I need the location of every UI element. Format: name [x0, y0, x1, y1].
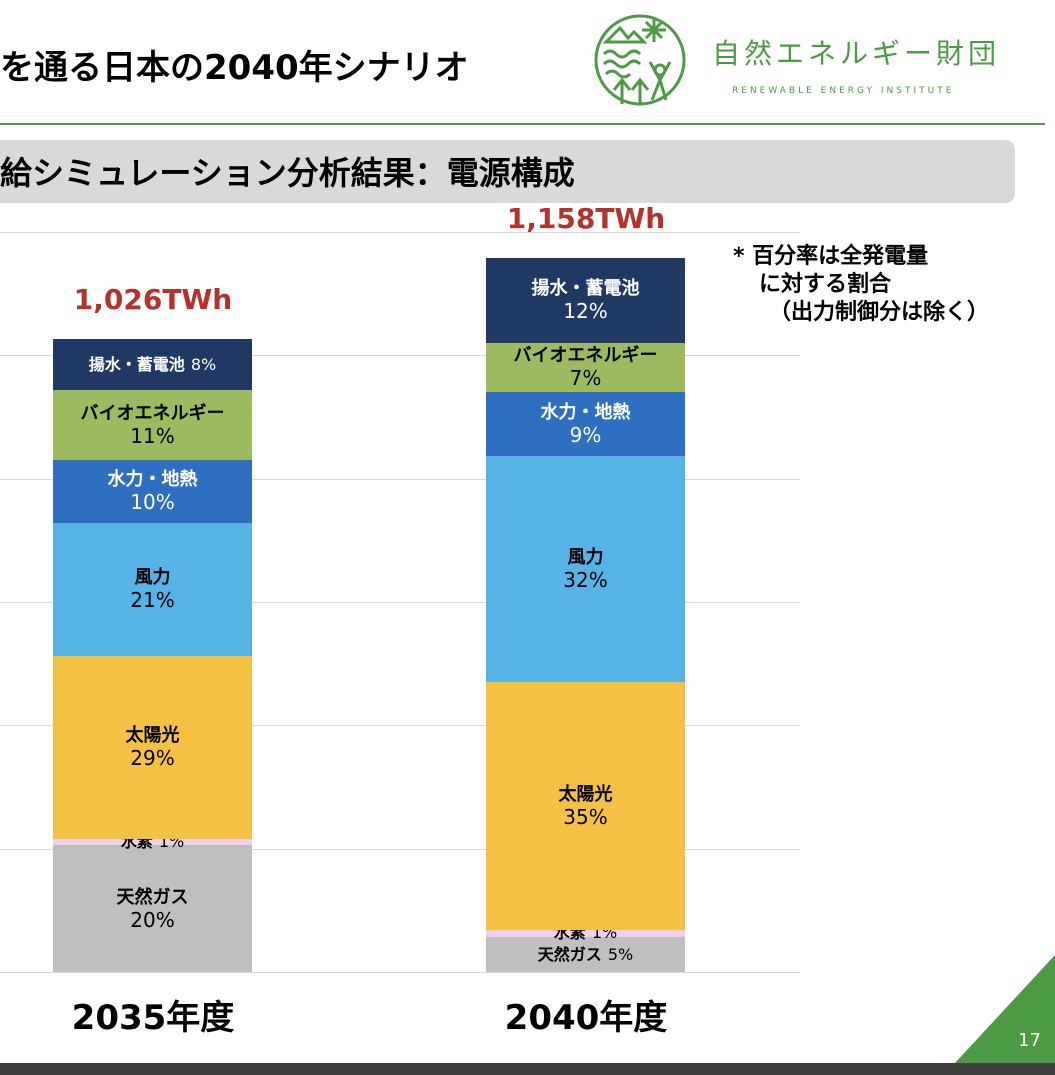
category-label: 2040年度	[504, 998, 668, 1038]
bar-segment: バイオエネルギー 11%	[53, 389, 252, 460]
footer-bar	[0, 1063, 1055, 1075]
bar-segment: バイオエネルギー 7%	[486, 342, 685, 393]
bar-segment: 太陽光 35%	[486, 682, 685, 930]
segment-percent: 7%	[569, 366, 602, 391]
bar-segment: 風力 32%	[486, 455, 685, 683]
segment-percent: 20%	[130, 907, 175, 932]
logo-name-en: RENEWABLE ENERGY INSTITUTE	[732, 86, 955, 96]
logo-emblem-icon	[592, 12, 688, 108]
segment-name: 水力・地熱	[540, 402, 631, 424]
segment-name: 天然ガス	[537, 944, 602, 964]
segment-name: 揚水・蓄電池	[88, 355, 185, 375]
segment-percent: 29%	[130, 746, 175, 771]
corner-triangle	[955, 955, 1055, 1063]
gridline	[0, 478, 800, 480]
segment-name: 風力	[567, 546, 604, 568]
page-number: 17	[1018, 1030, 1041, 1051]
segment-name: バイオエネルギー	[513, 345, 658, 367]
segment-percent: 32%	[563, 567, 608, 592]
segment-percent: 10%	[130, 490, 175, 515]
bar-segment: 天然ガス 20%	[53, 845, 252, 972]
footnote: * 百分率は全発電量 に対する割合 （出力制御分は除く）	[733, 243, 989, 327]
total-label: 1,158TWh	[506, 201, 666, 235]
segment-name: 太陽光	[558, 783, 613, 805]
slide-title: を通る日本の2040年シナリオ	[0, 48, 469, 88]
segment-percent: 11%	[130, 423, 175, 448]
segment-percent: 9%	[569, 423, 602, 448]
header-divider	[0, 123, 1045, 125]
segment-percent: 12%	[563, 299, 608, 324]
gridline	[0, 725, 800, 727]
bar-2: 天然ガス 5% 水素 1% 太陽光 35% 風力 32% 水力・地熱 9% バイオエネルギー 7% 揚水…	[486, 257, 685, 972]
slide-subtitle: 給シミュレーション分析結果：電源構成	[0, 154, 575, 192]
footnote-line: （出力制御分は除く）	[769, 300, 990, 325]
total-label: 1,026TWh	[73, 283, 233, 317]
gridline	[0, 355, 800, 357]
footnote-line: に対する割合	[759, 272, 892, 297]
bar-segment: 水素 1%	[53, 834, 252, 850]
segment-name: 風力	[134, 567, 171, 589]
subtitle-banner	[0, 140, 1015, 203]
bar-segment: 揚水・蓄電池 12%	[486, 257, 685, 343]
gridline	[0, 972, 800, 973]
category-label: 2035年度	[71, 998, 235, 1038]
bar-segment: 水素 1%	[486, 925, 685, 941]
bar-segment: 天然ガス 5%	[486, 936, 685, 972]
segment-name: 揚水・蓄電池	[531, 278, 640, 300]
segment-percent: 21%	[130, 588, 175, 613]
segment-percent: 5%	[607, 944, 634, 964]
bar-1: 天然ガス 20% 水素 1% 太陽光 29% 風力 21% 水力・地熱 10% バイオエネルギー 11…	[53, 339, 252, 972]
logo-name-jp: 自然エネルギー財団	[712, 37, 1001, 70]
segment-percent: 35%	[563, 804, 608, 829]
bar-segment: 水力・地熱 9%	[486, 392, 685, 456]
gridline	[0, 602, 800, 603]
bar-segment: 太陽光 29%	[53, 655, 252, 840]
segment-name: 天然ガス	[116, 886, 189, 908]
gridline	[0, 848, 800, 850]
segment-name: 太陽光	[125, 725, 180, 747]
segment-name: 水力・地熱	[107, 469, 198, 491]
segment-name: バイオエネルギー	[80, 402, 225, 424]
bar-segment: 水力・地熱 10%	[53, 459, 252, 523]
segment-percent: 8%	[190, 355, 217, 375]
bar-segment: 揚水・蓄電池 8%	[53, 339, 252, 390]
bar-segment: 風力 21%	[53, 522, 252, 656]
gridline	[0, 232, 800, 233]
footnote-line: * 百分率は全発電量	[733, 244, 929, 269]
